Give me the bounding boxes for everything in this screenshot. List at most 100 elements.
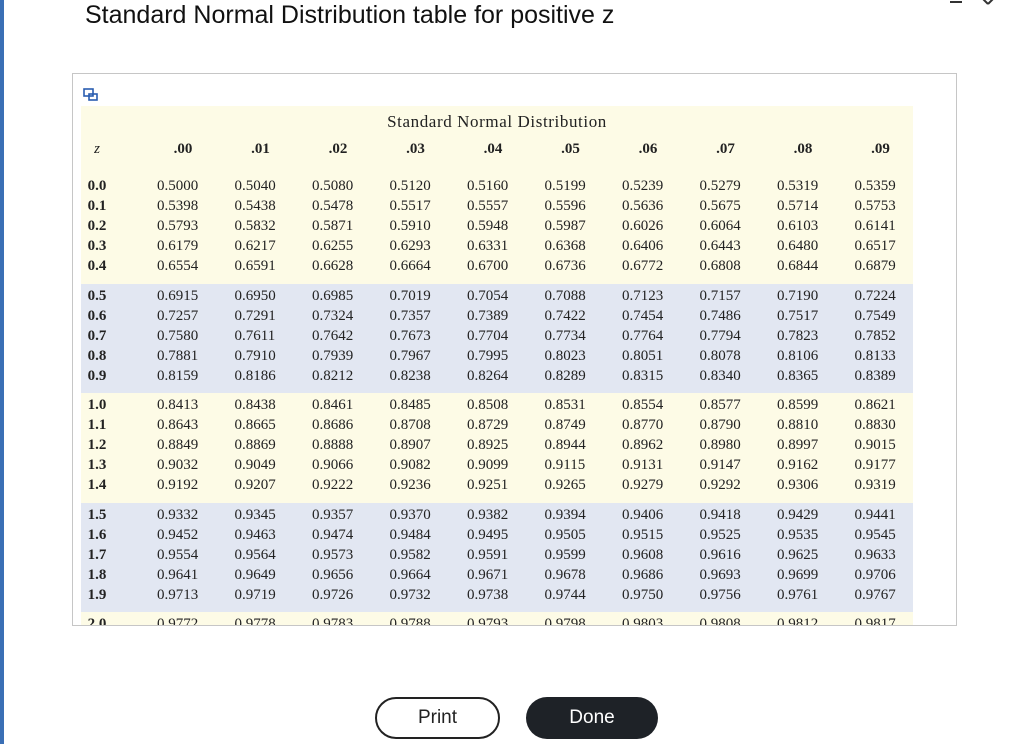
probability-cell: 0.6103 — [777, 218, 819, 234]
probability-cell: 0.9082 — [389, 457, 431, 473]
probability-cell: 0.5793 — [157, 218, 199, 234]
probability-cell: 0.8944 — [544, 437, 586, 453]
z-label: 1.7 — [87, 546, 107, 563]
probability-cell: 0.5871 — [312, 218, 354, 234]
probability-cell: 0.7794 — [699, 327, 741, 344]
probability-cell: 0.8962 — [622, 437, 664, 453]
column-header: .08 — [793, 141, 813, 157]
print-button[interactable]: Print — [375, 697, 500, 739]
probability-cell: 0.8238 — [389, 367, 431, 384]
window-controls — [950, 0, 994, 5]
probability-cell: 0.5239 — [622, 178, 664, 194]
probability-cell: 0.7357 — [389, 307, 431, 324]
probability-cell: 0.9495 — [467, 526, 509, 543]
probability-cell: 0.9591 — [467, 546, 509, 563]
probability-cell: 0.7190 — [777, 287, 819, 304]
probability-cell: 0.9761 — [777, 586, 819, 603]
row-group-band — [81, 393, 913, 503]
probability-cell: 0.9131 — [622, 457, 664, 473]
probability-cell: 0.9726 — [312, 586, 354, 603]
probability-cell: 0.6915 — [157, 287, 199, 304]
probability-cell: 0.5910 — [389, 218, 431, 234]
probability-cell: 0.5000 — [157, 178, 199, 194]
probability-cell: 0.9207 — [234, 477, 276, 493]
probability-cell: 0.8749 — [544, 417, 586, 433]
probability-cell: 0.5832 — [234, 218, 276, 234]
probability-cell: 0.9525 — [699, 526, 741, 543]
probability-cell: 0.9115 — [544, 457, 586, 473]
probability-cell: 0.9678 — [544, 566, 586, 583]
probability-cell: 0.7123 — [622, 287, 664, 304]
probability-cell: 0.8212 — [312, 367, 354, 384]
column-header: .01 — [251, 141, 270, 157]
probability-cell: 0.8264 — [467, 367, 509, 384]
probability-cell: 0.8925 — [467, 437, 509, 453]
probability-cell: 0.7734 — [544, 327, 586, 344]
probability-cell: 0.9625 — [777, 546, 819, 563]
probability-cell: 0.9582 — [389, 546, 431, 563]
probability-cell: 0.7157 — [699, 287, 741, 304]
probability-cell: 0.6950 — [234, 287, 276, 304]
probability-cell: 0.5753 — [854, 198, 896, 214]
probability-cell: 0.9251 — [467, 477, 509, 493]
probability-cell: 0.8888 — [312, 437, 354, 453]
probability-cell: 0.8665 — [234, 417, 276, 433]
probability-cell: 0.6368 — [544, 238, 586, 254]
probability-cell: 0.9049 — [234, 457, 276, 473]
expand-icon[interactable] — [83, 87, 99, 103]
probability-cell: 0.9719 — [234, 586, 276, 603]
probability-cell: 0.9671 — [467, 566, 509, 583]
probability-cell: 0.9236 — [389, 477, 431, 493]
probability-cell: 0.8830 — [854, 417, 896, 433]
probability-cell: 0.5319 — [777, 178, 819, 194]
row-group-band — [81, 502, 913, 613]
probability-cell: 0.7881 — [157, 347, 199, 364]
column-header: .07 — [716, 141, 735, 157]
probability-cell: 0.9418 — [699, 506, 741, 523]
probability-cell: 0.9463 — [234, 526, 276, 543]
probability-cell: 0.6844 — [777, 258, 819, 274]
probability-cell: 0.9738 — [467, 586, 509, 603]
probability-cell: 0.8023 — [544, 347, 586, 364]
probability-cell: 0.9147 — [699, 457, 741, 473]
probability-cell: 0.5120 — [389, 178, 431, 194]
probability-cell: 0.9699 — [777, 566, 819, 583]
probability-cell: 0.9554 — [157, 546, 199, 563]
probability-cell: 0.9564 — [234, 546, 276, 563]
probability-cell: 0.9319 — [854, 477, 896, 493]
probability-cell: 0.5675 — [699, 198, 741, 214]
probability-cell: 0.5279 — [699, 178, 741, 194]
probability-cell: 0.6985 — [312, 287, 354, 304]
probability-cell: 0.9222 — [312, 477, 354, 493]
column-header: .05 — [561, 141, 580, 157]
probability-cell: 0.8686 — [312, 417, 354, 433]
probability-cell: 0.7517 — [777, 307, 819, 324]
probability-cell: 0.9394 — [544, 506, 586, 523]
probability-cell: 0.8340 — [699, 367, 741, 384]
z-label: 1.4 — [87, 477, 107, 493]
done-button[interactable]: Done — [526, 697, 658, 739]
probability-cell: 0.6255 — [312, 238, 354, 254]
header-band — [81, 106, 913, 174]
z-label: 1.3 — [87, 457, 107, 473]
probability-cell: 0.5398 — [157, 198, 199, 214]
probability-cell: 0.7852 — [854, 327, 896, 344]
probability-cell: 0.9015 — [854, 437, 896, 453]
probability-cell: 0.5557 — [467, 198, 509, 214]
row-group-band — [81, 283, 913, 394]
probability-cell: 0.5199 — [544, 178, 586, 194]
z-label: 0.2 — [87, 218, 107, 234]
probability-cell: 0.9505 — [544, 526, 586, 543]
probability-cell: 0.9441 — [854, 506, 896, 523]
probability-cell: 0.8365 — [777, 367, 819, 384]
probability-cell: 0.7389 — [467, 307, 509, 324]
probability-cell: 0.6331 — [467, 238, 509, 254]
z-label: 1.5 — [87, 506, 107, 523]
probability-cell: 0.9608 — [622, 546, 664, 563]
probability-cell: 0.6736 — [544, 258, 586, 274]
probability-cell: 0.6517 — [854, 238, 896, 254]
probability-cell: 0.5359 — [854, 178, 896, 194]
probability-cell: 0.5040 — [234, 178, 276, 194]
z-label: 0.4 — [87, 258, 107, 274]
probability-cell: 0.7764 — [622, 327, 664, 344]
